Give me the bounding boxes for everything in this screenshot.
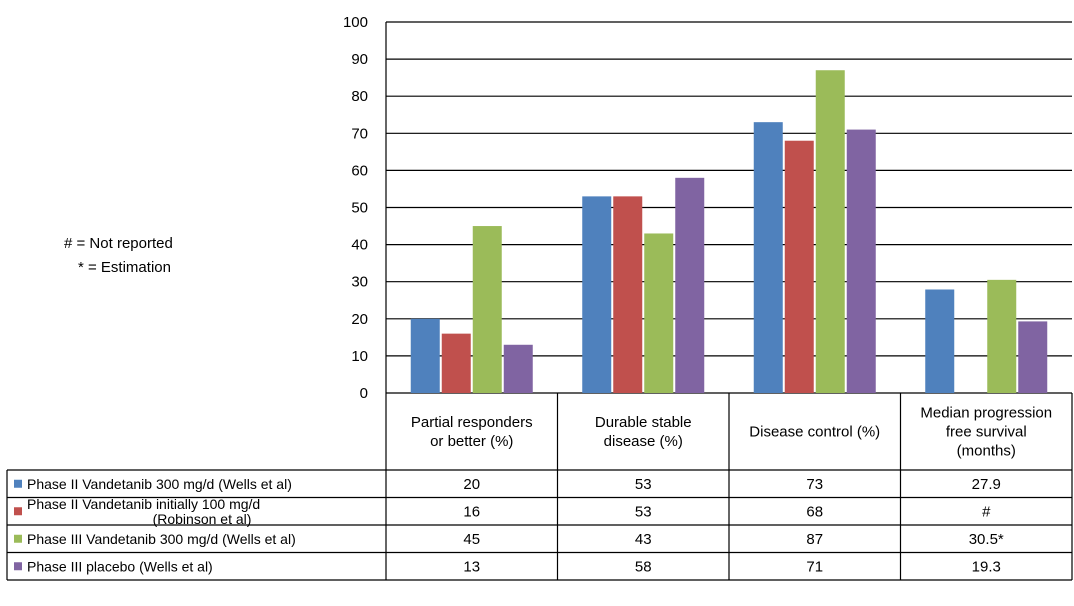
category-label: Median progression xyxy=(920,405,1052,422)
legend-entry: Phase III Vandetanib 300 mg/d (Wells et … xyxy=(27,531,296,547)
data-table-cell: 19.3 xyxy=(972,558,1001,575)
bar-s0-c0 xyxy=(410,318,440,393)
bar-s3-c0 xyxy=(503,344,533,393)
data-table-cell: 68 xyxy=(806,503,823,520)
y-tick-label: 80 xyxy=(351,88,368,105)
data-table-cell: 71 xyxy=(806,558,823,575)
y-tick-label: 50 xyxy=(351,200,368,217)
bar-s0-c3 xyxy=(925,289,955,393)
data-table-cell: 30.5* xyxy=(969,531,1004,548)
legend-swatch-3 xyxy=(14,562,22,571)
category-label: (months) xyxy=(957,443,1016,460)
legend-entry: (Robinson et al) xyxy=(153,511,252,527)
bar-s2-c2 xyxy=(815,70,845,393)
category-label: Disease control (%) xyxy=(749,424,880,441)
category-label: Durable stable xyxy=(595,414,692,431)
y-tick-label: 60 xyxy=(351,162,368,179)
bar-s1-c2 xyxy=(784,140,814,393)
y-tick-label: 100 xyxy=(343,14,368,31)
data-table-cell: 45 xyxy=(463,531,480,548)
note-text: * = Estimation xyxy=(78,259,171,276)
category-label: free survival xyxy=(946,424,1027,441)
bar-s3-c1 xyxy=(675,177,705,393)
y-tick-label: 20 xyxy=(351,311,368,328)
data-table-cell: 53 xyxy=(635,503,652,520)
legend-swatch-1 xyxy=(14,507,22,516)
y-tick-label: 30 xyxy=(351,274,368,291)
data-table-cell: 16 xyxy=(463,503,480,520)
bar-s2-c3 xyxy=(987,279,1017,393)
bar-s0-c1 xyxy=(582,196,612,393)
data-table-cell: 20 xyxy=(463,476,480,493)
y-tick-label: 90 xyxy=(351,51,368,68)
data-table-cell: 53 xyxy=(635,476,652,493)
bar-s2-c1 xyxy=(644,233,674,393)
bar-s3-c2 xyxy=(846,129,876,393)
bar-s0-c2 xyxy=(753,122,783,394)
category-label: or better (%) xyxy=(430,433,513,450)
legend-entry: Phase II Vandetanib 300 mg/d (Wells et a… xyxy=(27,476,292,492)
note-text: # = Not reported xyxy=(64,235,173,252)
legend-swatch-2 xyxy=(14,534,22,543)
bar-s2-c0 xyxy=(472,226,502,393)
data-table-cell: 13 xyxy=(463,558,480,575)
category-label: Partial responders xyxy=(411,414,533,431)
bar-s3-c3 xyxy=(1018,321,1048,393)
y-tick-label: 70 xyxy=(351,125,368,142)
y-tick-label: 40 xyxy=(351,237,368,254)
data-table-cell: 87 xyxy=(806,531,823,548)
y-tick-label: 10 xyxy=(351,348,368,365)
legend-entry: Phase III placebo (Wells et al) xyxy=(27,558,213,574)
data-table-cell: 27.9 xyxy=(972,476,1001,493)
data-table-cell: 43 xyxy=(635,531,652,548)
bar-s1-c1 xyxy=(613,196,643,393)
legend-entry: Phase II Vandetanib initially 100 mg/d xyxy=(27,496,260,512)
data-table-cell: 73 xyxy=(806,476,823,493)
bar-s1-c0 xyxy=(441,333,471,393)
y-tick-label: 0 xyxy=(360,385,368,402)
category-label: disease (%) xyxy=(604,433,683,450)
data-table-cell: # xyxy=(982,503,991,520)
data-table-cell: 58 xyxy=(635,558,652,575)
legend-swatch-0 xyxy=(14,479,22,488)
